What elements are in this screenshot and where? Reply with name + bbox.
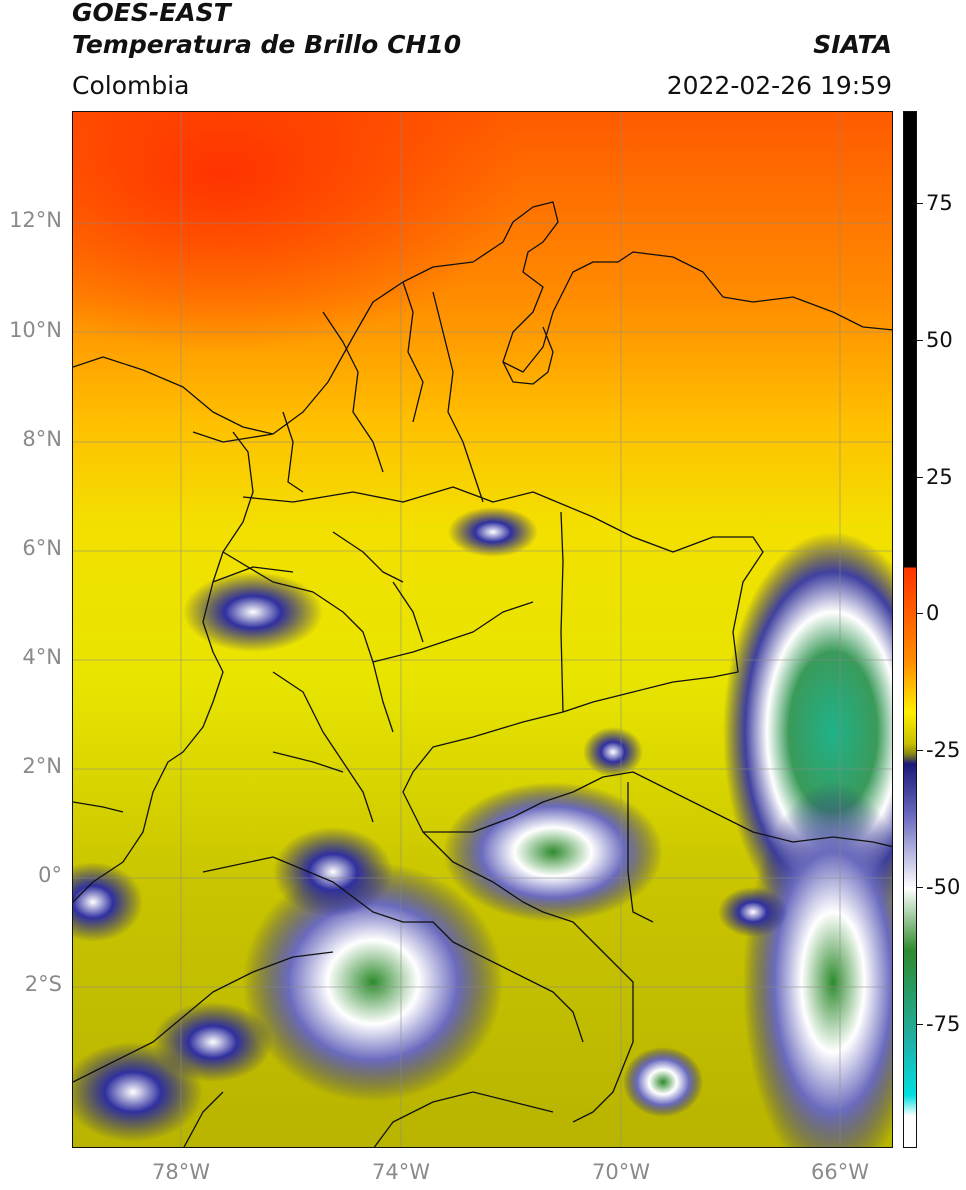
organization-label: SIATA bbox=[813, 30, 892, 60]
colorbar-label: 0 bbox=[926, 602, 939, 624]
lon-label: 74°W bbox=[356, 1160, 446, 1184]
map-title: GOES-EAST bbox=[72, 0, 231, 28]
lat-label: 4°N bbox=[6, 645, 62, 669]
lat-label: 10°N bbox=[6, 318, 62, 342]
colorbar-tick bbox=[917, 750, 923, 751]
colorbar-tick bbox=[917, 887, 923, 888]
map-canvas bbox=[73, 112, 893, 1148]
satellite-map[interactable] bbox=[72, 111, 893, 1148]
colorbar-tick bbox=[917, 1024, 923, 1025]
lon-label: 66°W bbox=[795, 1160, 885, 1184]
colorbar-tick bbox=[917, 477, 923, 478]
lat-label: 2°S bbox=[6, 972, 62, 996]
region-label: Colombia bbox=[72, 70, 189, 102]
lon-label: 70°W bbox=[576, 1160, 666, 1184]
map-subtitle: Temperatura de Brillo CH10 bbox=[72, 30, 461, 60]
lat-label: 2°N bbox=[6, 754, 62, 778]
colorbar-tick bbox=[917, 340, 923, 341]
lat-label: 0° bbox=[6, 863, 62, 887]
colorbar-label: -75 bbox=[926, 1013, 960, 1035]
colorbar-label: -50 bbox=[926, 876, 960, 898]
colorbar-label: 75 bbox=[926, 192, 953, 214]
colorbar-tick bbox=[917, 613, 923, 614]
colorbar-label: 50 bbox=[926, 329, 953, 351]
datetime-label: 2022-02-26 19:59 bbox=[667, 70, 892, 102]
lat-label: 8°N bbox=[6, 427, 62, 451]
lat-label: 6°N bbox=[6, 536, 62, 560]
colorbar-tick bbox=[917, 203, 923, 204]
colorbar-label: 25 bbox=[926, 466, 953, 488]
colorbar-label: -25 bbox=[926, 739, 960, 761]
colorbar bbox=[903, 111, 917, 1148]
lon-label: 78°W bbox=[136, 1160, 226, 1184]
lat-label: 12°N bbox=[6, 208, 62, 232]
